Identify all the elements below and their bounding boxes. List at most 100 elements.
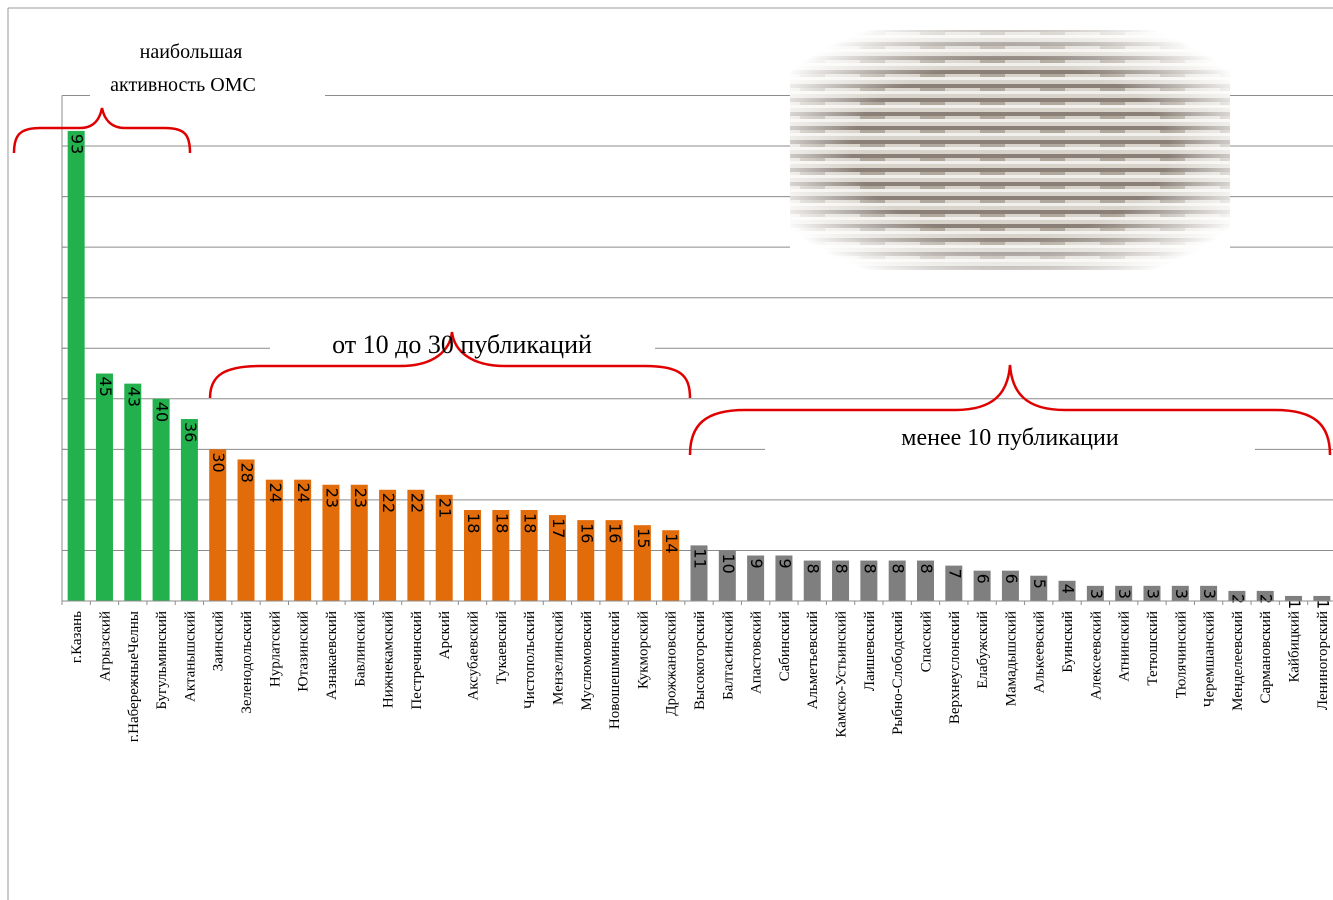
- braces: [12, 107, 1332, 456]
- x-tick-label: Елабужский: [975, 611, 991, 689]
- value-label: 24: [294, 483, 313, 503]
- x-tick-label: Заинский: [211, 611, 227, 671]
- x-tick-label: Тюлячинский: [1173, 611, 1189, 698]
- value-label: 8: [889, 564, 908, 574]
- value-label: 10: [719, 553, 738, 573]
- bar: [464, 510, 482, 601]
- bar: [803, 560, 821, 601]
- value-label: 28: [238, 462, 257, 482]
- x-tick-label: Зеленодольский: [239, 611, 255, 714]
- value-label: 4: [1059, 584, 1078, 594]
- x-tick-label: Нижнекамский: [381, 611, 397, 708]
- bar: [520, 510, 538, 601]
- x-tick-label: Атнинский: [1117, 611, 1133, 682]
- x-tick-label: Сабинский: [777, 611, 793, 681]
- x-tick-label: Алексеевский: [1088, 611, 1104, 700]
- bar: [633, 525, 651, 601]
- value-label: 5: [1030, 579, 1049, 589]
- bar: [1228, 590, 1246, 601]
- bar: [350, 484, 368, 601]
- bar: [265, 479, 283, 601]
- bar: [888, 560, 906, 601]
- annotation: наибольшая: [140, 41, 243, 63]
- x-tick-label: Сармановский: [1258, 611, 1274, 704]
- x-tick-label: Высокогорский: [692, 611, 708, 710]
- bar: [1256, 590, 1274, 601]
- bar: [1143, 585, 1161, 601]
- bar: [322, 484, 340, 601]
- value-label: 36: [181, 422, 200, 442]
- x-tick-label: Бугульминский: [154, 611, 170, 710]
- brace: [688, 364, 1332, 456]
- bar: [294, 479, 312, 601]
- value-label: 11: [691, 548, 710, 568]
- label-masks: [90, 30, 1255, 458]
- x-tick-label: Ютазинский: [296, 611, 312, 692]
- x-tick-label: Менделеевский: [1230, 611, 1246, 711]
- mask: [90, 30, 325, 105]
- bar: [1285, 595, 1303, 601]
- bar: [435, 494, 453, 601]
- brace: [208, 331, 692, 399]
- x-tick-label: Чистопольский: [522, 611, 538, 709]
- x-tick-label: Рыбно-Слободский: [890, 611, 906, 735]
- value-label: 22: [379, 493, 398, 513]
- value-label: 9: [747, 559, 766, 569]
- x-tick-label: Верхнеуслонский: [947, 611, 963, 724]
- value-label: 1: [1313, 599, 1332, 609]
- bar: [95, 373, 113, 601]
- bar: [1030, 575, 1048, 601]
- bar: [209, 449, 227, 601]
- bar: [180, 419, 198, 601]
- x-tick-label: Балтасинский: [720, 611, 736, 700]
- bar: [1001, 570, 1019, 601]
- bar: [747, 555, 765, 601]
- x-tick-label: Кайбицкий: [1287, 611, 1303, 683]
- x-tick-label: Лаишевский: [862, 611, 878, 691]
- x-tick-label: г.Казань: [69, 611, 85, 663]
- bar: [945, 565, 963, 601]
- value-label: 3: [1172, 589, 1191, 599]
- value-label: 43: [124, 387, 143, 407]
- bar: [577, 520, 595, 601]
- value-label: 18: [464, 513, 483, 533]
- x-tick-label: г.НабережныеЧелны: [126, 611, 142, 742]
- value-label: 18: [492, 513, 511, 533]
- value-label: 2: [1257, 594, 1276, 604]
- value-label: 2: [1228, 594, 1247, 604]
- value-label: 22: [407, 493, 426, 513]
- value-label: 3: [1143, 589, 1162, 599]
- x-tick-label: Нурлатский: [267, 611, 283, 687]
- mask: [765, 418, 1255, 458]
- value-label: 16: [606, 523, 625, 543]
- x-tick-label: Бавлинский: [352, 611, 368, 687]
- bar: [916, 560, 934, 601]
- value-label: 18: [521, 513, 540, 533]
- bar: [407, 489, 425, 601]
- value-label: 8: [804, 564, 823, 574]
- bar: [1313, 595, 1331, 601]
- value-label: 9: [775, 559, 794, 569]
- annotation: от 10 до 30 публикаций: [332, 330, 592, 359]
- value-label: 16: [577, 523, 596, 543]
- x-tick-label: Арский: [437, 611, 453, 659]
- bar: [832, 560, 850, 601]
- value-label: 8: [917, 564, 936, 574]
- value-label: 23: [322, 488, 341, 508]
- x-tick-label: Лениногорский: [1315, 611, 1331, 710]
- bar: [775, 555, 793, 601]
- annotation: менее 10 публикации: [901, 425, 1119, 451]
- value-label: 93: [68, 134, 87, 154]
- bar: [605, 520, 623, 601]
- bar: [152, 398, 170, 601]
- bar: [1086, 585, 1104, 601]
- value-label: 8: [860, 564, 879, 574]
- bar: [1058, 580, 1076, 601]
- bar: [718, 550, 736, 601]
- bar: [124, 383, 142, 601]
- bar: [548, 515, 566, 601]
- x-tick-label: Мензелинский: [550, 611, 566, 705]
- bar: [662, 530, 680, 601]
- x-tick-label: Алькеевский: [1032, 611, 1048, 693]
- x-tick-label: Мамадышский: [1003, 611, 1019, 706]
